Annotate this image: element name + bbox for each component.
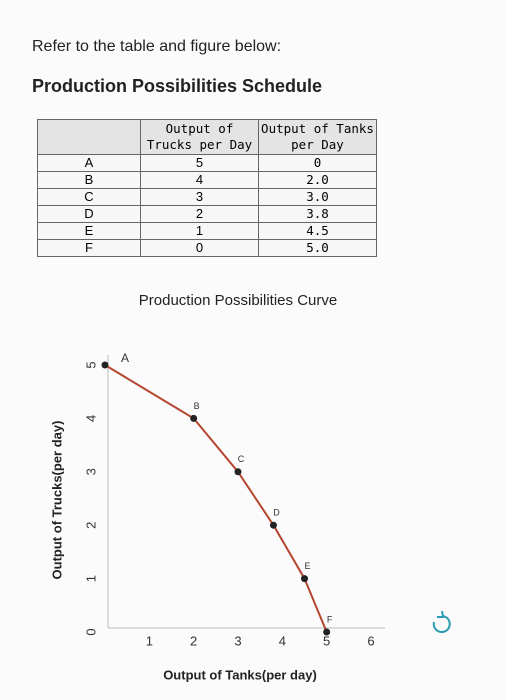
point — [190, 414, 198, 422]
schedule-table: Output of Trucks per Day Output of Tanks… — [37, 119, 377, 257]
table-cell: 0 — [258, 154, 377, 172]
heading: Production Possibilities Schedule — [32, 76, 323, 96]
point-label: A — [121, 351, 129, 365]
x-tick-label: 3 — [234, 633, 241, 648]
curve — [104, 364, 328, 633]
x-tick-label: 1 — [146, 633, 153, 648]
y-tick-label: 1 — [83, 575, 98, 582]
y-axis-label: Output of Trucks(per day) — [49, 421, 64, 580]
refresh-icon[interactable] — [432, 610, 451, 633]
table-row: E 1 4.5 — [37, 222, 377, 240]
table-row: F 0 5.0 — [37, 239, 377, 257]
point — [101, 361, 109, 369]
x-tick-label: 6 — [367, 633, 374, 648]
table-cell: 3.8 — [258, 205, 377, 223]
y-tick-label: 3 — [83, 468, 98, 475]
table-row: B 4 2.0 — [37, 171, 377, 189]
chart-title: Production Possibilities Curve — [139, 292, 337, 309]
intro: Refer to the table and figure below: — [32, 38, 282, 55]
x-tick-label: 2 — [190, 633, 197, 648]
point-label: D — [273, 508, 280, 518]
point — [269, 521, 277, 529]
x-tick-label: 5 — [323, 633, 330, 648]
point — [301, 575, 308, 583]
point-label: E — [304, 561, 310, 571]
point-label: B — [194, 401, 200, 411]
y-tick-label: 5 — [83, 361, 98, 368]
y-tick-label: 0 — [83, 628, 98, 635]
x-axis-label: Output of Tanks(per day) — [163, 667, 317, 682]
table-cell: 5.0 — [258, 239, 377, 257]
point-label: C — [238, 454, 245, 464]
x-tick-label: 4 — [279, 633, 286, 648]
point-label: F — [327, 614, 333, 624]
y-tick-label: 2 — [83, 522, 98, 529]
point — [234, 468, 242, 476]
table-cell: 0 — [140, 239, 259, 257]
y-tick-label: 4 — [83, 415, 98, 422]
header-cell: Output of Tanks per Day — [258, 119, 377, 155]
table-row: D 2 3.8 — [37, 205, 377, 223]
point — [323, 628, 331, 636]
